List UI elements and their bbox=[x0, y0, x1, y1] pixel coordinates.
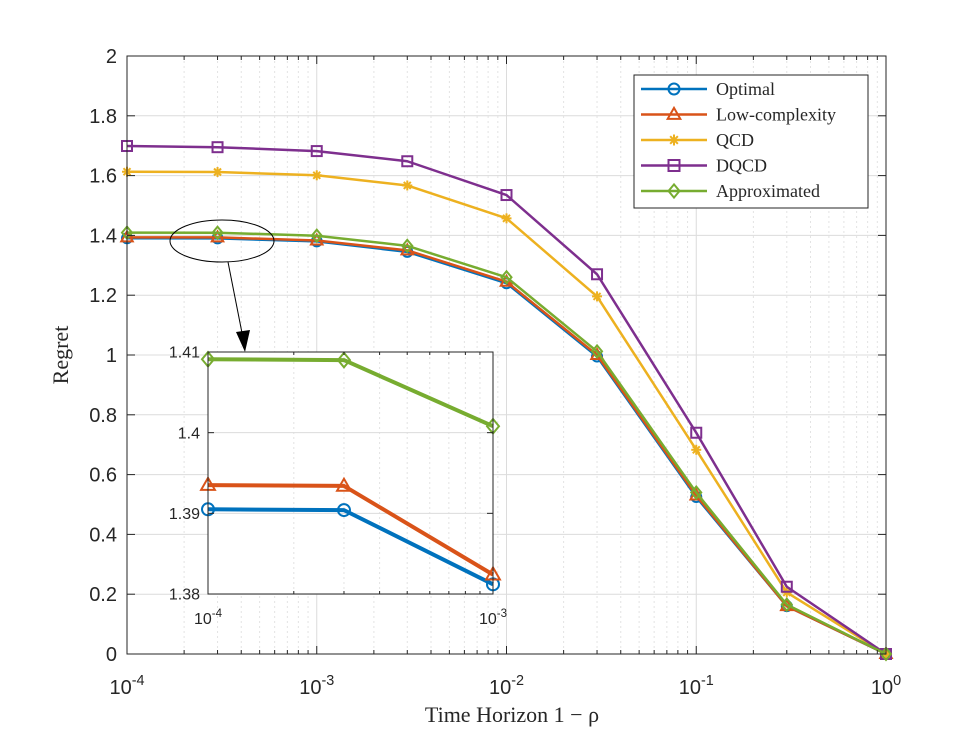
main-x-tick-exponent: -2 bbox=[511, 673, 524, 689]
inset-x-tick-label: 10-3 bbox=[479, 608, 507, 628]
main-point-approximated bbox=[211, 225, 224, 241]
main-point-qcd bbox=[592, 291, 603, 302]
inset-point-approximated bbox=[336, 351, 352, 369]
main-x-tick-label: 10-4 bbox=[109, 673, 144, 699]
main-y-tick-label: 2 bbox=[106, 46, 117, 68]
main-y-tick-label: 1.6 bbox=[89, 166, 117, 188]
main-point-dqcd bbox=[780, 580, 793, 593]
main-axis-ticks: 10-4 10-3 10-2 10-1 10000.20.40.60.811.21.41… bbox=[89, 46, 901, 699]
main-x-tick-exponent: -1 bbox=[701, 673, 714, 689]
inset-y-tick-label: 1.38 bbox=[169, 587, 200, 604]
main-y-tick-label: 0 bbox=[106, 644, 117, 666]
main-point-approximated bbox=[879, 646, 893, 662]
legend-label: Optimal bbox=[716, 79, 775, 99]
inset-y-tick-label: 1.39 bbox=[169, 506, 200, 523]
main-point-approximated bbox=[310, 228, 324, 244]
main-x-tick-base: 10 bbox=[299, 677, 321, 699]
inset-plot-frame bbox=[207, 351, 494, 595]
legend-item-optimal: Optimal bbox=[641, 79, 775, 99]
legend-marker-swatch bbox=[667, 182, 681, 200]
legend-marker-swatch bbox=[668, 134, 680, 146]
inset-axis-ticks: 10-4 10-31.381.391.41.41 bbox=[169, 345, 507, 628]
main-point-qcd-stroke bbox=[692, 445, 701, 454]
main-point-qcd-stroke bbox=[312, 171, 321, 180]
main-point-dqcd bbox=[690, 426, 703, 439]
zoom-region-ellipse bbox=[169, 219, 275, 263]
inset-background bbox=[208, 352, 493, 594]
inset-y-tick-label: 1.4 bbox=[178, 425, 200, 442]
legend-marker-swatch-stroke bbox=[669, 135, 679, 145]
main-point-approximated bbox=[400, 238, 414, 254]
legend-item-qcd: QCD bbox=[641, 130, 754, 150]
y-axis-title: Regret bbox=[48, 326, 73, 385]
main-point-dqcd bbox=[401, 155, 414, 168]
inset-x-tick-exponent: -4 bbox=[212, 608, 223, 620]
main-y-tick-label: 1.4 bbox=[89, 225, 117, 247]
legend-marker-swatch bbox=[667, 159, 681, 172]
main-y-tick-label: 0.8 bbox=[89, 405, 117, 427]
inset-line-approximated bbox=[207, 357, 494, 429]
main-series-group bbox=[119, 139, 894, 662]
main-point-approximated bbox=[689, 484, 703, 501]
main-point-dqcd bbox=[500, 189, 513, 202]
inset-x-tick-label: 10-4 bbox=[194, 608, 223, 628]
main-point-approximated bbox=[590, 343, 604, 359]
inset-x-tick-base: 10 bbox=[479, 611, 497, 628]
main-x-tick-exponent: 0 bbox=[893, 673, 901, 689]
inset-x-tick-base: 10 bbox=[194, 611, 212, 628]
inset-line-optimal bbox=[207, 507, 494, 587]
inset-point-low-complexity bbox=[335, 476, 353, 492]
x-axis-title: Time Horizon 1 − ρ bbox=[425, 702, 599, 727]
inset-x-tick-exponent: -3 bbox=[497, 608, 507, 620]
main-point-qcd bbox=[691, 444, 702, 455]
main-point-qcd-stroke bbox=[502, 214, 511, 223]
main-y-tick-label: 1.8 bbox=[89, 106, 117, 128]
zoom-arrow-head bbox=[236, 330, 250, 352]
main-x-tick-exponent: -3 bbox=[321, 673, 334, 689]
main-point-qcd-stroke bbox=[592, 292, 602, 301]
inset-line-low-complexity bbox=[207, 483, 495, 577]
main-x-tick-base: 10 bbox=[871, 677, 893, 699]
legend-label: DQCD bbox=[716, 156, 767, 176]
legend-item-approximated: Approximated bbox=[641, 181, 820, 201]
main-point-qcd bbox=[212, 167, 223, 178]
inset-point-optimal bbox=[336, 503, 351, 518]
legend-label: Low-complexity bbox=[716, 105, 836, 125]
legend-label: Approximated bbox=[716, 181, 820, 201]
main-y-tick-label: 1.2 bbox=[89, 285, 117, 307]
main-y-tick-label: 0.2 bbox=[89, 584, 117, 606]
legend-marker-swatch bbox=[667, 82, 681, 96]
main-x-tick-base: 10 bbox=[489, 677, 511, 699]
main-point-approximated bbox=[780, 597, 794, 613]
main-line-approximated bbox=[126, 231, 887, 656]
main-y-tick-label: 1 bbox=[106, 345, 117, 367]
main-point-qcd bbox=[402, 180, 413, 191]
main-x-tick-label: 10-3 bbox=[299, 673, 334, 699]
main-x-tick-label: 100 bbox=[871, 673, 901, 699]
main-point-dqcd bbox=[211, 141, 224, 154]
main-y-tick-label: 0.6 bbox=[89, 465, 117, 487]
main-point-dqcd bbox=[310, 145, 323, 158]
main-x-tick-label: 10-2 bbox=[489, 673, 524, 699]
main-point-qcd-stroke bbox=[403, 181, 412, 190]
main-point-qcd bbox=[311, 170, 322, 181]
legend: Optimal Low-complexity QCD DQCD Approximated bbox=[633, 74, 869, 209]
main-point-qcd-stroke bbox=[213, 167, 222, 177]
inset-y-tick-label: 1.41 bbox=[169, 345, 200, 362]
legend-marker-swatch bbox=[665, 105, 683, 120]
main-point-approximated bbox=[500, 269, 513, 285]
legend-item-dqcd: DQCD bbox=[641, 156, 767, 176]
main-point-dqcd bbox=[591, 268, 604, 281]
main-x-tick-base: 10 bbox=[679, 677, 701, 699]
legend-item-low-complexity: Low-complexity bbox=[641, 105, 836, 125]
main-x-tick-base: 10 bbox=[109, 677, 131, 699]
main-y-tick-label: 0.4 bbox=[89, 524, 117, 546]
zoom-arrow-line bbox=[227, 261, 244, 339]
main-point-qcd bbox=[501, 213, 512, 224]
main-line-dqcd bbox=[126, 144, 887, 656]
main-x-tick-label: 10-1 bbox=[679, 673, 714, 699]
main-x-tick-exponent: -4 bbox=[132, 673, 145, 689]
legend-label: QCD bbox=[716, 130, 754, 150]
